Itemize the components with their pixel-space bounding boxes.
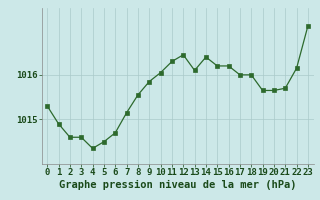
X-axis label: Graphe pression niveau de la mer (hPa): Graphe pression niveau de la mer (hPa) xyxy=(59,180,296,190)
